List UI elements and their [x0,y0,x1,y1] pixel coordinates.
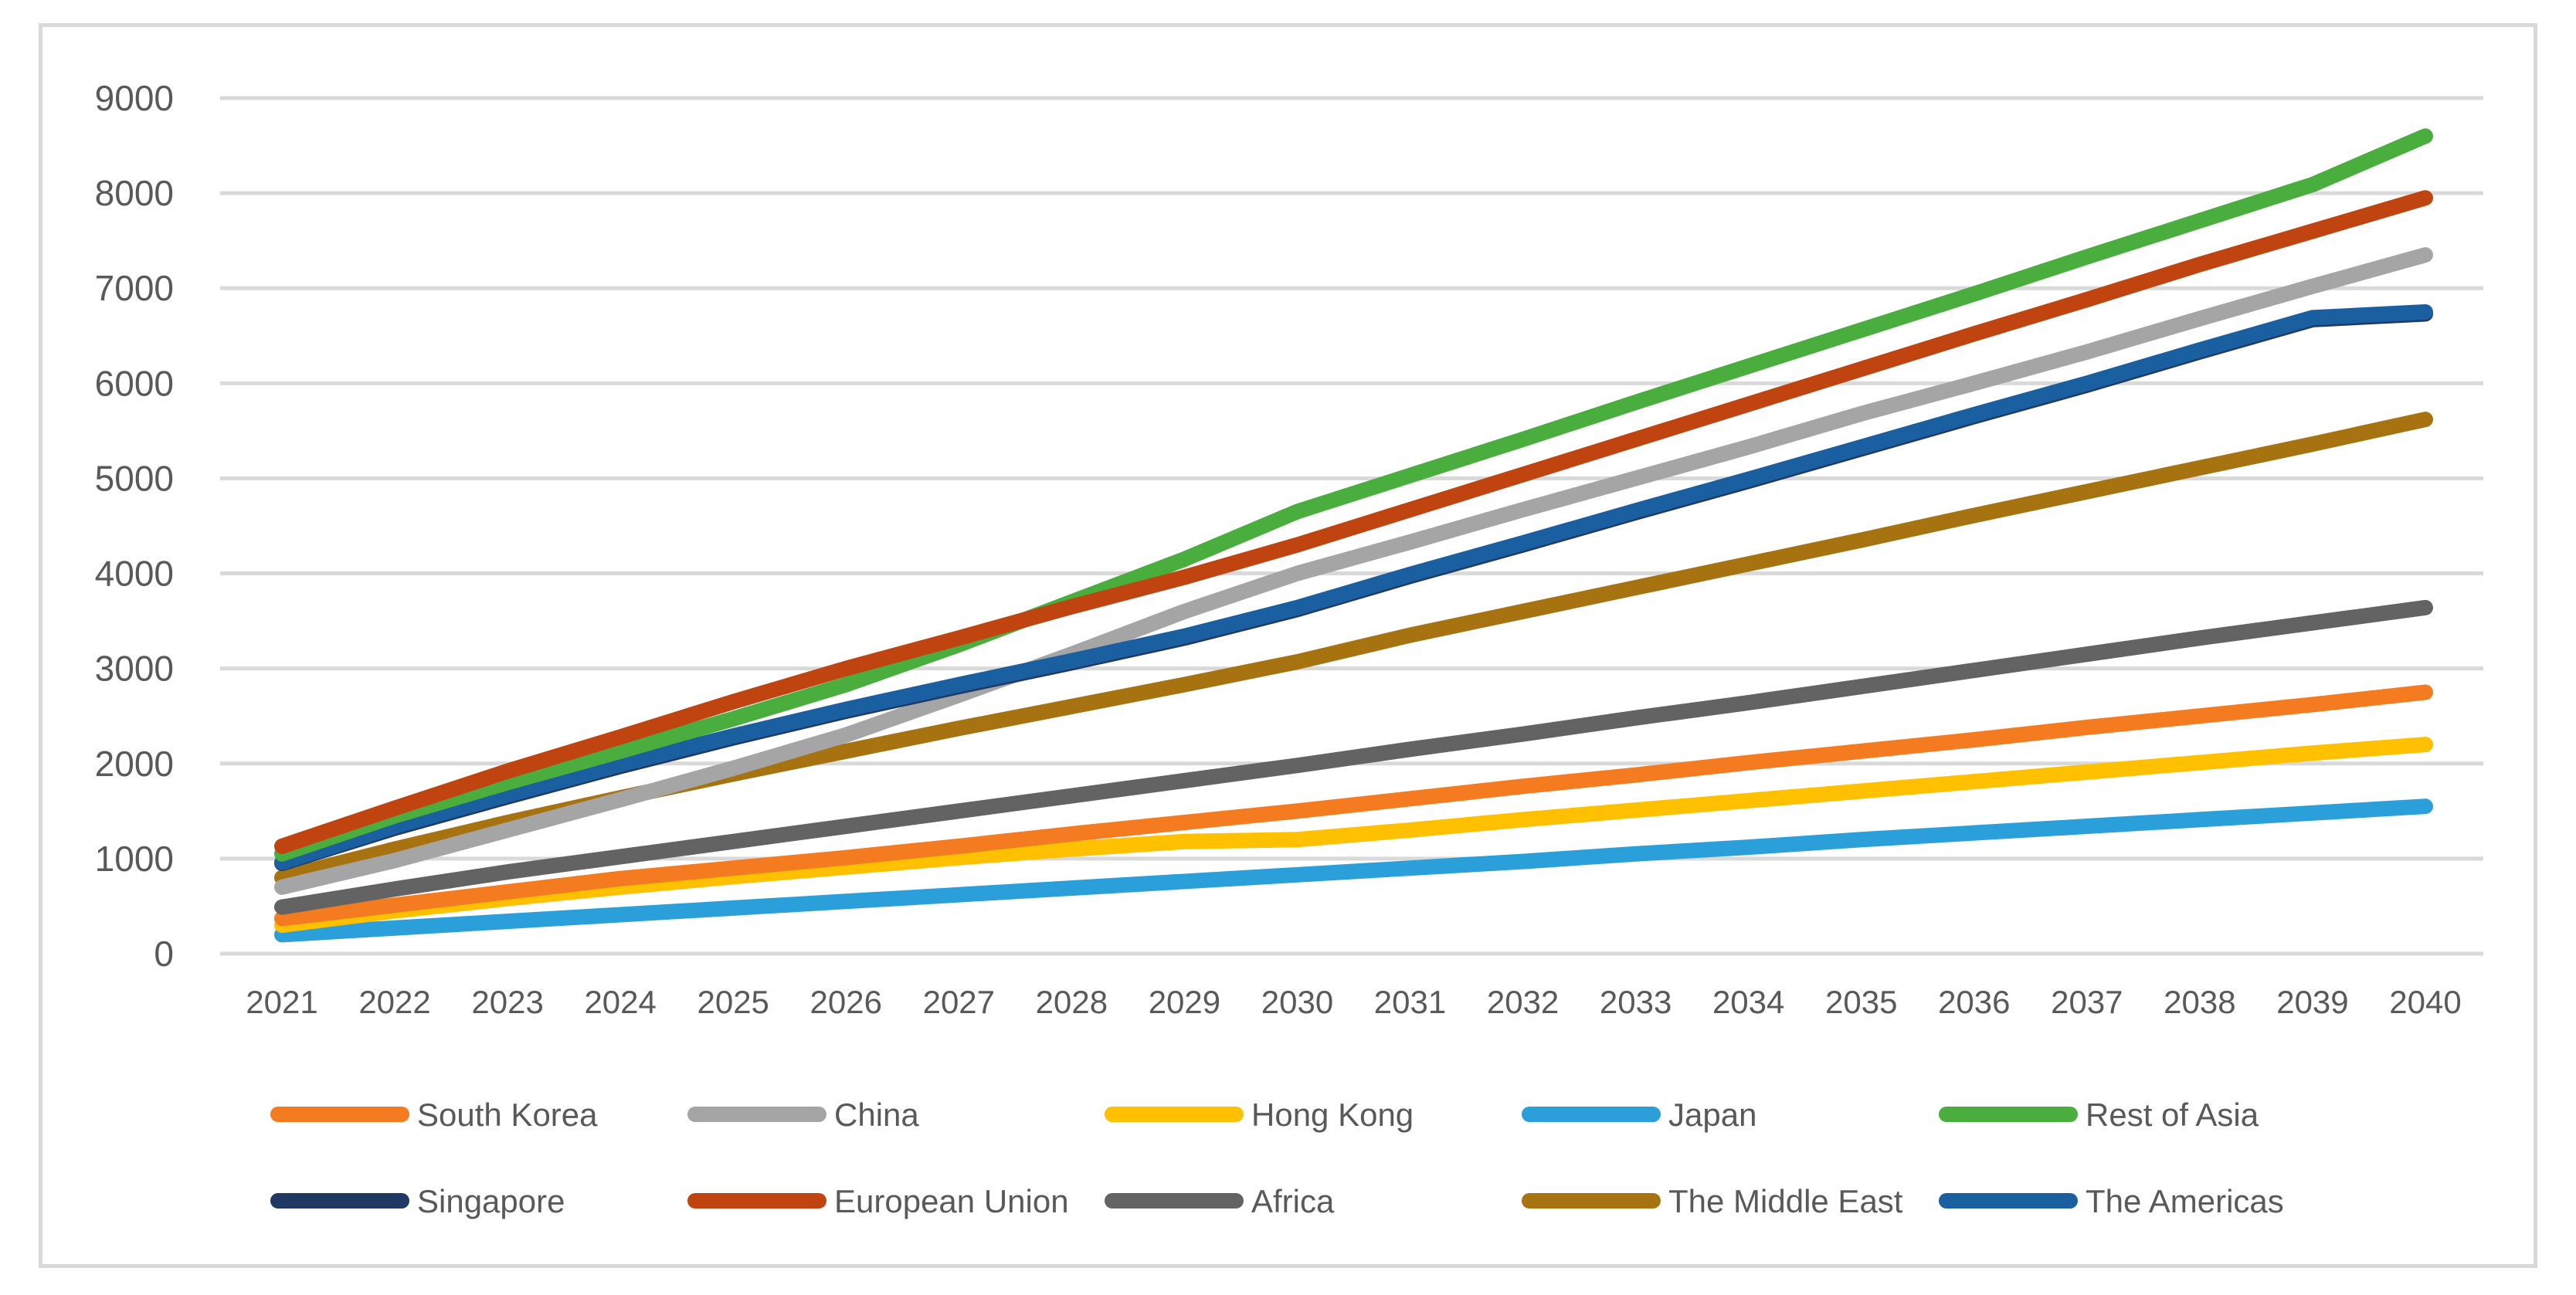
x-tick-label: 2028 [1036,984,1108,1020]
y-axis-ticks: 0 1000 2000 3000 4000 5000 6000 7000 8000 9000 [95,78,174,974]
legend-label: Japan [1668,1097,1756,1133]
x-tick-label: 2033 [1600,984,1672,1020]
x-tick-label: 2021 [246,984,317,1020]
legend-item-africa: Africa [1105,1183,1335,1219]
legend-item-european-union: European Union [687,1183,1069,1219]
series-line-hong-kong [274,737,2433,934]
series-line-the-americas [274,304,2433,870]
x-tick-label: 2037 [2051,984,2123,1020]
x-tick-label: 2030 [1261,984,1333,1020]
legend-item-rest-of-asia: Rest of Asia [1939,1097,2259,1133]
x-tick-label: 2035 [1825,984,1897,1020]
x-axis-ticks: 2021 2022 2023 2024 2025 2026 2027 2028 2029 2030… [246,984,2461,1020]
series-line-european-union [274,190,2433,854]
series-lines [274,128,2433,943]
legend-item-singapore: Singapore [270,1183,565,1219]
x-tick-label: 2032 [1487,984,1559,1020]
x-tick-label: 2027 [923,984,995,1020]
legend: South Korea China Hong Kong Japan Rest of As… [270,1097,2284,1219]
x-tick-label: 2026 [810,984,882,1020]
x-tick-label: 2040 [2389,984,2461,1020]
x-tick-label: 2031 [1374,984,1446,1020]
y-tick-label: 7000 [95,268,174,308]
legend-label: The Americas [2086,1183,2284,1219]
y-tick-label: 5000 [95,458,174,498]
x-tick-label: 2024 [584,984,656,1020]
legend-label: South Korea [417,1097,598,1133]
legend-item-south-korea: South Korea [270,1097,598,1133]
x-tick-label: 2025 [697,984,769,1020]
legend-item-the-americas: The Americas [1939,1183,2284,1219]
legend-item-china: China [687,1097,919,1133]
legend-label: The Middle East [1668,1183,1903,1219]
y-tick-label: 1000 [95,839,174,879]
x-tick-label: 2023 [471,984,543,1020]
y-tick-label: 6000 [95,363,174,403]
series-line-china [274,247,2433,895]
x-tick-label: 2036 [1938,984,2010,1020]
y-tick-label: 0 [154,934,174,974]
legend-label: China [834,1097,919,1133]
series-line-rest-of-asia [274,128,2433,862]
x-tick-label: 2022 [358,984,430,1020]
legend-item-japan: Japan [1522,1097,1756,1133]
legend-label: Africa [1251,1183,1335,1219]
y-tick-label: 2000 [95,744,174,784]
y-tick-label: 3000 [95,649,174,689]
y-tick-label: 8000 [95,173,174,213]
legend-item-hong-kong: Hong Kong [1105,1097,1414,1133]
legend-label: Singapore [417,1183,565,1219]
legend-label: Rest of Asia [2086,1097,2259,1133]
series-line-africa [274,599,2433,915]
legend-item-the-middle-east: The Middle East [1522,1183,1903,1219]
legend-label: Hong Kong [1251,1097,1414,1133]
x-tick-label: 2029 [1149,984,1220,1020]
series-line-japan [274,798,2433,943]
series-line-south-korea [274,684,2433,927]
legend-label: European Union [834,1183,1069,1219]
x-tick-label: 2034 [1712,984,1784,1020]
y-tick-label: 4000 [95,554,174,594]
x-tick-label: 2039 [2276,984,2348,1020]
y-tick-label: 9000 [95,78,174,118]
x-tick-label: 2038 [2164,984,2235,1020]
